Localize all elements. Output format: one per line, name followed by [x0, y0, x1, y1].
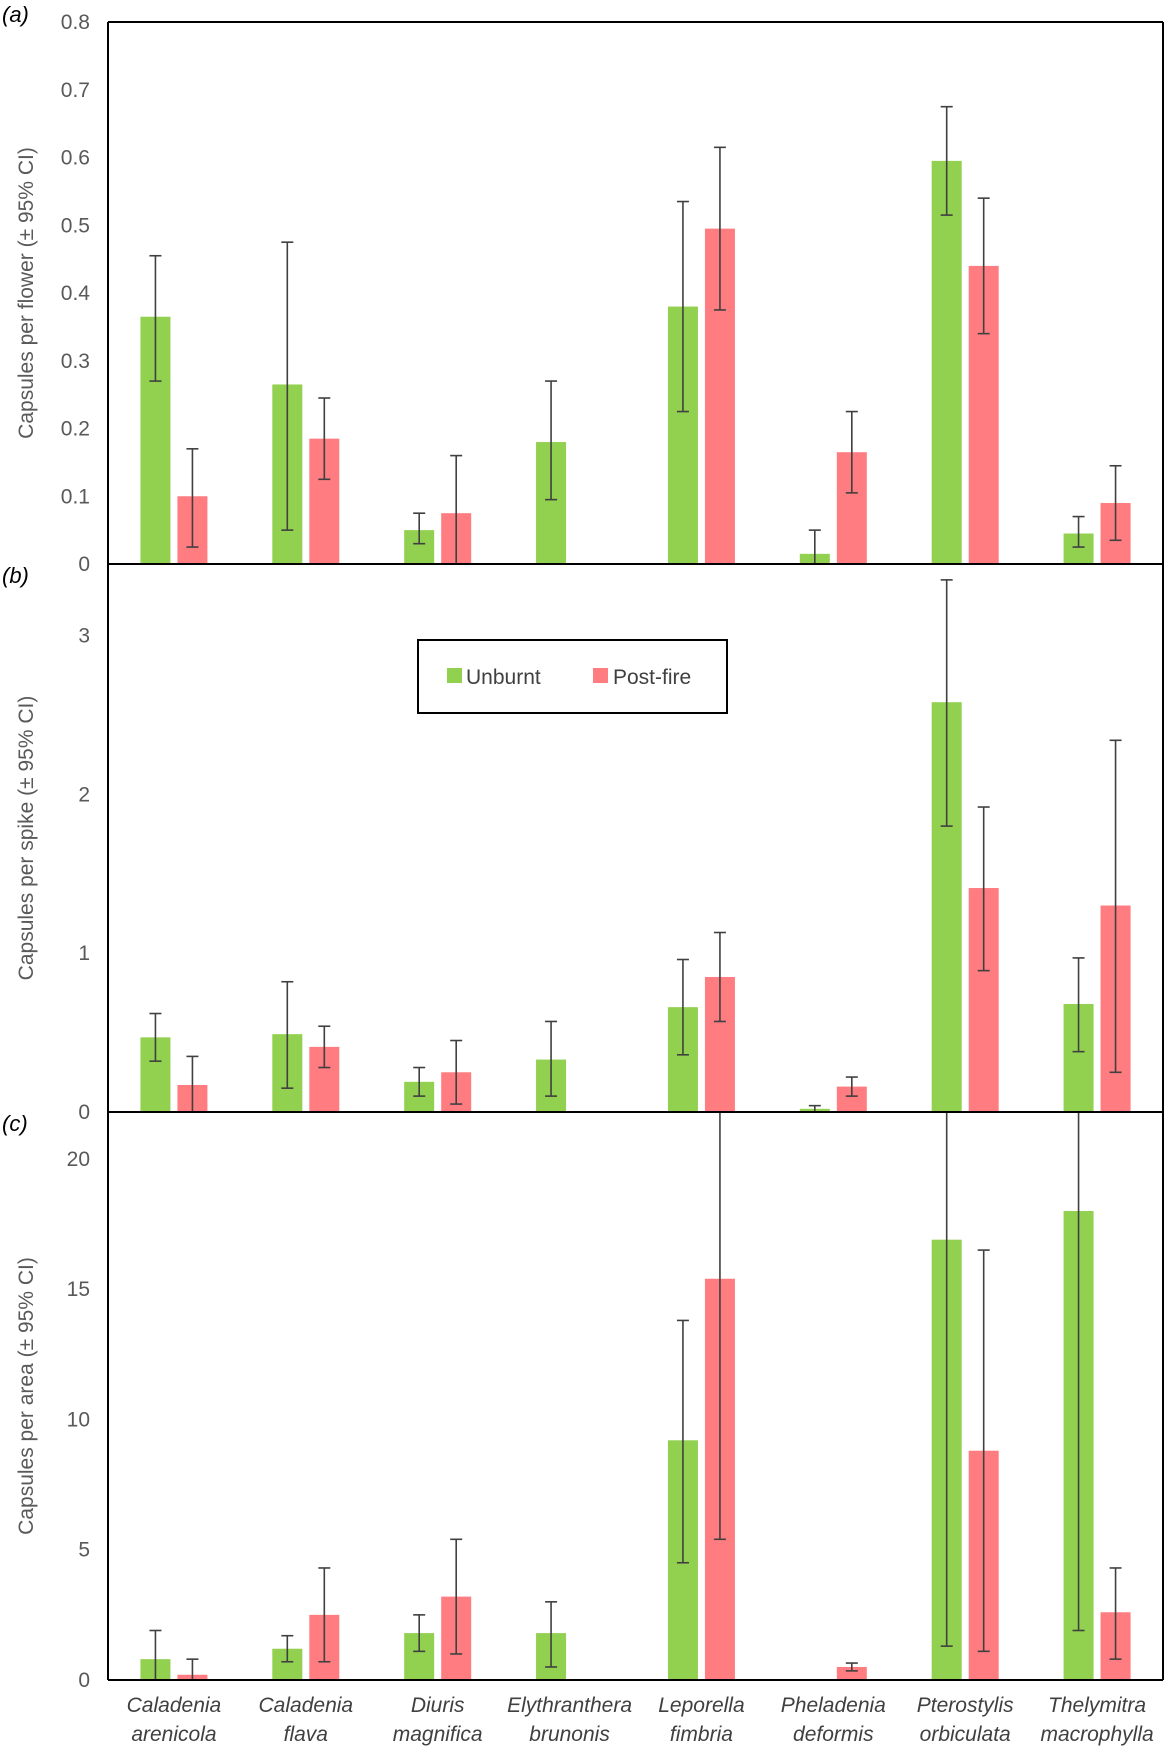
panel-b-y-tick-label: 1 — [78, 942, 90, 965]
legend-swatch-post-fire — [593, 668, 608, 683]
panel-b-y-tick-label: 0 — [78, 1101, 90, 1124]
panel-a-y-tick-label: 0.1 — [61, 485, 90, 508]
panel-c-error-bar-post-fire-5 — [713, 1112, 726, 1541]
panel-b-error-bar-post-fire-6 — [845, 1076, 858, 1097]
panel-c-error-bar-unburnt-8 — [1072, 1112, 1085, 1632]
panel-a-error-bar-post-fire-7 — [977, 197, 990, 335]
panel-a-error-bar-post-fire-3 — [450, 454, 463, 564]
panel-b-error-bar-unburnt-6 — [808, 1104, 821, 1112]
panel-a-error-bar-unburnt-6 — [808, 529, 821, 564]
panel-b-error-bar-unburnt-7 — [940, 579, 953, 827]
panel-c-error-bar-unburnt-7 — [940, 1112, 953, 1647]
x-category-label-line1: Elythranthera — [507, 1694, 632, 1717]
x-category-label-line2: magnifica — [393, 1723, 483, 1746]
panel-a-error-bar-post-fire-6 — [845, 410, 858, 494]
panel-a-y-tick-label: 0.5 — [61, 214, 90, 237]
panel-b-y-axis-label: Capsules per spike (± 95% CI) — [15, 696, 38, 981]
panel-a-y-tick-label: 0.7 — [61, 79, 90, 102]
x-category-label-line2: fimbria — [670, 1723, 733, 1746]
panel-c-y-tick-label: 0 — [78, 1669, 90, 1692]
bars-layer — [140, 160, 1131, 1680]
panel-a-error-bar-unburnt-8 — [1072, 515, 1085, 548]
panel-a-y-tick-label: 0.8 — [61, 11, 90, 34]
panel-a-y-tick-label: 0.2 — [61, 418, 90, 441]
panel-c-y-tick-label: 5 — [78, 1539, 90, 1562]
x-category-label-line2: deformis — [793, 1723, 874, 1746]
panel-b-error-bar-unburnt-2 — [281, 980, 294, 1089]
panel-c-error-bar-post-fire-1 — [186, 1658, 199, 1680]
legend: Unburnt Post-fire — [417, 639, 728, 714]
panel-c-bar-post-fire-6 — [836, 1666, 867, 1680]
panel-c-y-axis-label: Capsules per area (± 95% CI) — [15, 1257, 38, 1535]
panel-a-y-tick-label: 0 — [78, 553, 90, 576]
x-category-label-line1: Thelymitra — [1048, 1694, 1146, 1717]
panel-a-y-tick-label: 0.4 — [61, 282, 91, 305]
panel-c-error-bar-unburnt-4 — [545, 1601, 558, 1668]
x-category-label-line2: orbiculata — [920, 1723, 1011, 1746]
panel-c-error-bar-post-fire-7 — [977, 1249, 990, 1653]
legend-label-post-fire: Post-fire — [613, 666, 691, 689]
panel-a-error-bar-post-fire-1 — [186, 448, 199, 548]
panel-b-label: (b) — [2, 563, 29, 588]
panel-a-error-bar-post-fire-2 — [318, 397, 331, 481]
panel-c-error-bar-unburnt-5 — [676, 1319, 689, 1564]
panel-a-bar-unburnt-7 — [931, 160, 962, 564]
panel-a-error-bar-post-fire-5 — [713, 146, 726, 311]
panel-b-error-bar-unburnt-5 — [676, 958, 689, 1056]
panel-a-label: (a) — [2, 2, 29, 27]
panel-c-error-bar-post-fire-8 — [1109, 1567, 1122, 1660]
panel-b-error-bar-post-fire-5 — [713, 931, 726, 1023]
panel-a-error-bar-unburnt-4 — [545, 380, 558, 501]
panel-c-error-bar-post-fire-6 — [845, 1662, 858, 1672]
panel-c-y-tick-label: 15 — [67, 1278, 90, 1301]
panel-b-error-bar-post-fire-2 — [318, 1025, 331, 1069]
x-category-label-line1: Caladenia — [259, 1694, 354, 1717]
panel-a-error-bar-unburnt-1 — [149, 254, 162, 382]
panel-b-error-bar-post-fire-3 — [450, 1039, 463, 1105]
panel-a-error-bar-unburnt-2 — [281, 241, 294, 531]
x-category-label-line1: Pterostylis — [917, 1694, 1014, 1717]
panel-a-y-axis-label: Capsules per flower (± 95% CI) — [15, 147, 38, 439]
x-category-label-line2: flava — [284, 1723, 328, 1746]
panel-c-error-bar-unburnt-2 — [281, 1634, 294, 1663]
panel-b-error-bar-post-fire-8 — [1109, 739, 1122, 1074]
x-category-label-line1: Pheladenia — [781, 1694, 886, 1717]
panel-a-y-tick-label: 0.3 — [61, 350, 90, 373]
legend-label-unburnt: Unburnt — [466, 666, 541, 689]
panel-c-y-tick-label: 10 — [67, 1408, 90, 1431]
x-category-label-line2: macrophylla — [1040, 1723, 1153, 1746]
panel-b-error-bar-unburnt-4 — [545, 1020, 558, 1097]
panel-b-y-tick-label: 3 — [78, 624, 90, 647]
panel-b-error-bar-post-fire-7 — [977, 806, 990, 972]
panel-a-error-bar-unburnt-5 — [676, 200, 689, 413]
panel-c-label: (c) — [2, 1111, 28, 1136]
x-category-label-line1: Leporella — [658, 1694, 744, 1717]
panel-c-error-bar-post-fire-3 — [450, 1538, 463, 1655]
panel-b-error-bar-unburnt-8 — [1072, 957, 1085, 1053]
panel-c-error-bar-unburnt-3 — [413, 1614, 426, 1653]
panel-b-error-bar-unburnt-1 — [149, 1012, 162, 1062]
panel-c-y-tick-label: 20 — [67, 1148, 90, 1171]
x-category-label-line1: Caladenia — [127, 1694, 222, 1717]
text-layer: 0 0.1 0.2 0.3 0.4 0.5 0.6 0.7 0.8 Capsules per fl… — [2, 2, 1154, 1746]
panel-a-error-bar-unburnt-7 — [940, 105, 953, 216]
panel-b-error-bar-post-fire-1 — [186, 1055, 199, 1112]
x-category-label-line1: Diuris — [411, 1694, 465, 1717]
x-category-label-line2: brunonis — [529, 1723, 610, 1746]
legend-swatch-unburnt — [447, 668, 462, 683]
error-bars-layer — [149, 105, 1122, 1680]
panel-b-y-tick-label: 2 — [78, 783, 90, 806]
axes-layer — [107, 21, 1164, 1681]
x-category-label-line2: arenicola — [131, 1723, 216, 1746]
panel-c-error-bar-unburnt-1 — [149, 1629, 162, 1680]
panel-a-error-bar-post-fire-8 — [1109, 464, 1122, 542]
legend-frame — [417, 639, 728, 714]
panel-b-error-bar-unburnt-3 — [413, 1066, 426, 1097]
panel-a-error-bar-unburnt-3 — [413, 512, 426, 545]
panel-a-y-tick-label: 0.6 — [61, 147, 90, 170]
panel-c-error-bar-post-fire-2 — [318, 1567, 331, 1663]
